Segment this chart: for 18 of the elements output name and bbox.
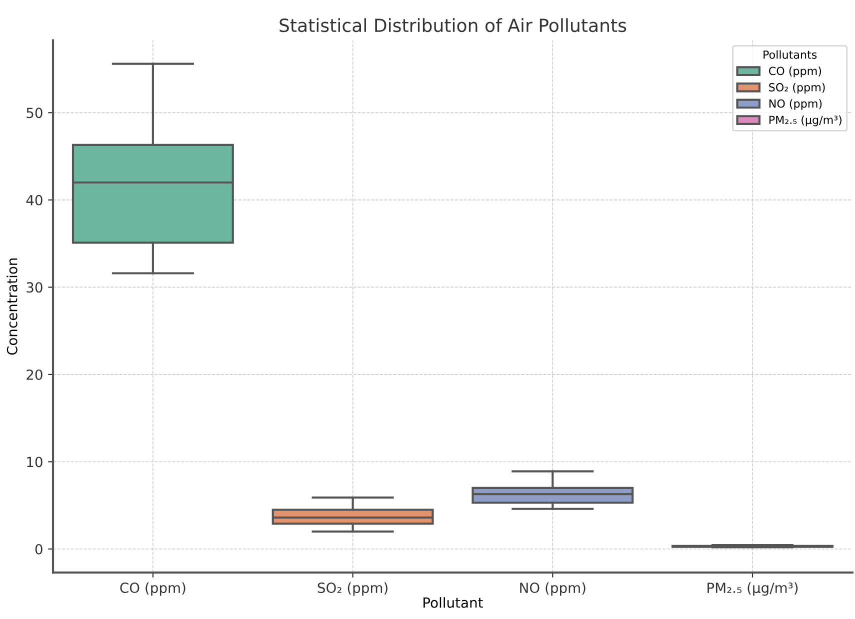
- x-tick-label: PM₂.₅ (μg/m³): [708, 582, 798, 596]
- legend-label: NO (ppm): [769, 99, 822, 110]
- y-tick-label: 50: [26, 108, 42, 118]
- legend-label: PM₂.₅ (μg/m³): [769, 115, 842, 126]
- legend-title: Pollutants: [764, 50, 817, 59]
- y-axis-title: Concentration: [6, 258, 18, 355]
- x-tick-label: CO (ppm): [120, 582, 186, 596]
- x-tick-label: NO (ppm): [520, 582, 586, 596]
- y-tick-label: 20: [26, 369, 42, 380]
- y-tick-label: 30: [26, 282, 42, 293]
- x-tick-label: SO₂ (ppm): [318, 582, 388, 596]
- y-tick-label: 0: [35, 544, 42, 554]
- legend-label: SO₂ (ppm): [769, 82, 825, 94]
- x-axis-title: Pollutant: [424, 597, 483, 608]
- y-tick-label: 40: [26, 194, 42, 206]
- chart-title: Statistical Distribution of Air Pollutants: [280, 18, 626, 32]
- y-tick-label: 10: [27, 456, 42, 468]
- legend-label: CO (ppm): [768, 66, 822, 78]
